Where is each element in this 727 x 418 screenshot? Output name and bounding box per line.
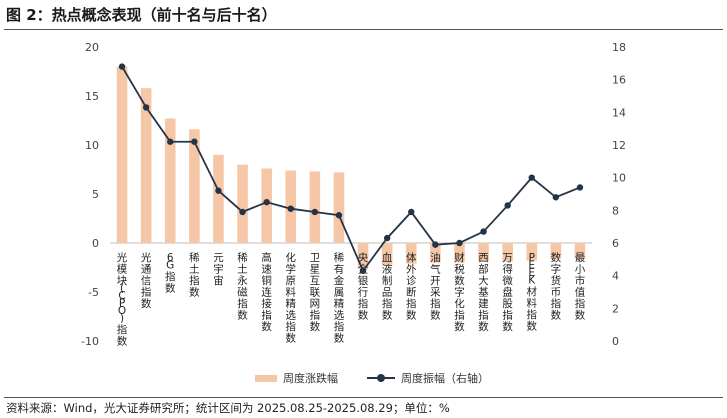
line-marker [215,187,222,194]
bar-series [116,66,586,269]
bar [261,168,272,243]
left-tick-label: 0 [92,237,99,250]
right-tick-label: 8 [612,204,619,217]
bar [381,243,393,266]
line-marker [528,174,535,181]
chart-title: 图 2：热点概念表现（前十名与后十名） [6,6,277,24]
bar [213,154,224,243]
line-marker [335,212,343,219]
category-label: 血液制品指数 [382,251,393,322]
left-tick-label: 5 [92,188,99,201]
line-marker [552,194,560,201]
bar [357,243,369,269]
line-marker [287,205,294,212]
category-label: 光通信指数 [141,251,152,310]
category-label: 油气开采指数 [430,251,441,322]
legend-label-bar: 周度涨跌幅 [283,372,338,385]
category-label: 卫星互联网指数 [310,252,321,333]
bar [189,129,200,243]
line-marker [359,267,367,274]
bar [430,243,441,263]
category-label: 西部大基建指数 [478,252,489,333]
right-tick-label: 4 [612,270,619,283]
right-tick-label: 10 [612,172,626,185]
bar [309,171,321,243]
line-path [121,66,581,273]
line-marker [239,208,246,216]
category-label: 稀土永磁指数 [237,251,248,322]
line-marker [118,63,126,70]
legend-swatch-line [367,373,395,383]
right-tick-label: 16 [612,74,626,87]
bar [454,243,465,263]
line-series [118,63,584,274]
bar [405,243,417,264]
line-marker [263,198,270,206]
right-tick-label: 14 [612,106,626,119]
bar [164,118,176,243]
line-marker [383,234,391,242]
line-marker [432,241,439,248]
category-labels: 光模块(C P O)指数 光通信指数 6 G 指数 稀土指数 元宇宙 稀土永磁指数 高速铜连接指数 化… [117,251,586,348]
right-tick-label: 2 [612,302,619,315]
source-note: 资料来源：Wind，光大证券研究所；统计区间为 2025.08.25-2025.… [6,401,450,415]
line-marker [480,228,487,235]
line-marker [408,208,415,216]
line-marker [576,184,584,191]
category-label: 财税数字化指数 [454,251,465,333]
category-label: 6 G 指数 [165,252,176,295]
line-marker [167,138,174,145]
line-marker [456,239,463,247]
bar [140,88,152,243]
title-divider [4,29,723,30]
legend-item-line: 周度振幅（右轴） [367,370,489,386]
category-label: 体外诊断指数 [406,252,417,322]
category-label: 稀土指数 [189,251,200,299]
legend-swatch-bar [255,374,277,382]
bar [333,172,345,243]
right-tick-label: 18 [612,41,626,54]
category-label: 高速铜连接指数 [261,251,272,333]
left-tick-label: 15 [85,90,99,103]
left-tick-label: 10 [85,139,99,152]
bar [574,243,586,259]
category-label: 光模块(C P O)指数 [117,251,128,348]
footer-divider [4,397,723,398]
left-tick-label: -5 [88,286,99,299]
right-tick-label: 12 [612,139,626,152]
bar [550,243,562,259]
category-label: 元宇宙 [213,252,224,287]
bar [502,243,513,262]
line-marker [191,138,198,145]
category-label: 万得微盘股指数 [502,252,513,333]
category-label: 化学原料精选指数 [286,251,297,345]
right-tick-label: 0 [612,335,619,348]
legend: 周度涨跌幅 周度振幅（右轴） [0,370,727,386]
bar [237,164,248,243]
category-label: P E E K 材料指数 [527,252,538,333]
right-tick-label: 6 [612,237,619,250]
bar [478,243,489,262]
left-tick-label: -10 [81,335,99,348]
bar [116,66,128,243]
line-marker [311,208,319,216]
category-label: 最小市值指数 [575,252,586,322]
category-label: 稀有金属精选指数 [334,251,345,345]
legend-item-bar: 周度涨跌幅 [255,370,338,386]
bar [526,243,538,261]
category-label: 数字货币指数 [551,251,562,322]
line-marker [504,202,511,209]
legend-label-line: 周度振幅（右轴） [401,372,489,385]
line-marker [142,104,150,111]
left-tick-label: 20 [85,41,99,54]
